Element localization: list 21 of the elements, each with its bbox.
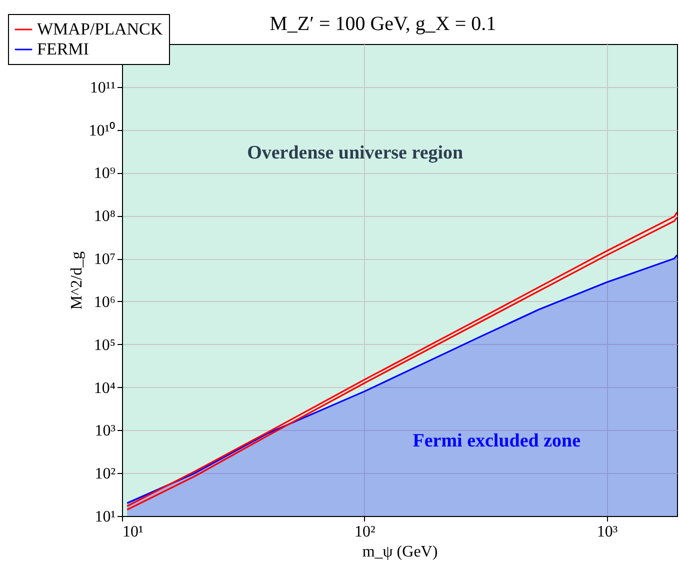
legend-label: FERMI <box>37 40 90 58</box>
x-axis-title: m_ψ (GeV) <box>362 544 438 560</box>
chart-title: M_Z′ = 100 GeV, g_X = 0.1 <box>270 13 496 35</box>
y-tick-label: 10⁹ <box>94 165 116 182</box>
y-tick-label: 10⁸ <box>94 208 116 226</box>
y-tick-label: 10³ <box>94 422 116 440</box>
x-tick-label: 10³ <box>596 524 618 540</box>
x-tick-label: 10² <box>354 524 376 540</box>
y-tick-label: 10⁵ <box>94 336 116 354</box>
y-tick-label: 10¹¹ <box>90 79 116 96</box>
y-tick-label: 10¹⁰ <box>88 121 116 140</box>
y-tick-label: 10⁶ <box>94 294 116 311</box>
y-tick-label: 10⁷ <box>94 251 116 268</box>
y-tick-label: 10⁴ <box>94 380 116 397</box>
legend-label: WMAP/PLANCK <box>37 20 164 38</box>
annotation: Overdense universe region <box>247 142 464 164</box>
x-tick-label: 10¹ <box>122 524 144 540</box>
y-tick-label: 10² <box>94 466 116 483</box>
y-axis-title: M^2/d_g <box>68 251 86 310</box>
y-tick-label: 10¹ <box>94 508 116 526</box>
annotation: Fermi excluded zone <box>412 430 581 452</box>
